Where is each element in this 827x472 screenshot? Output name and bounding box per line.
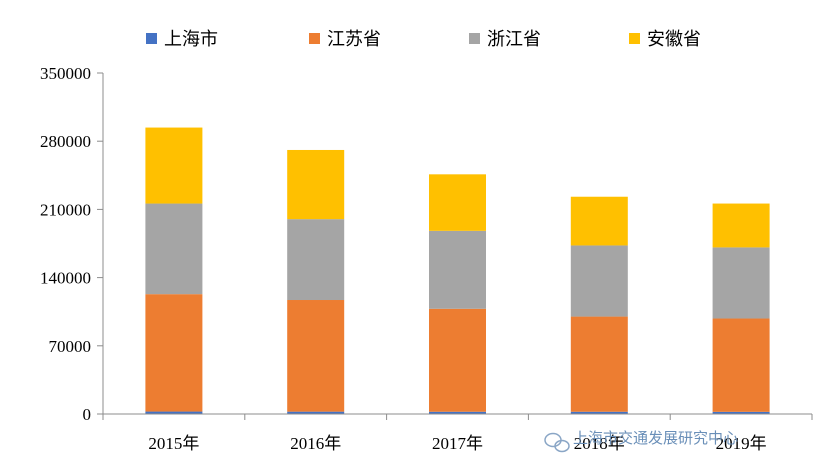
legend-swatch <box>309 33 320 44</box>
legend-swatch <box>629 33 640 44</box>
y-tick-label: 0 <box>83 405 92 424</box>
y-tick-label: 140000 <box>40 269 91 288</box>
bar-segment-4 <box>287 149 345 220</box>
x-tick-label: 2015年 <box>148 434 199 453</box>
bar-segment-3 <box>287 219 345 301</box>
legend-label: 安徽省 <box>647 29 701 50</box>
bar-segment-1 <box>712 411 770 414</box>
bar-segment-4 <box>570 196 628 246</box>
bar-segment-1 <box>145 411 203 414</box>
legend: 上海市 江苏省 浙江省 安徽省 <box>146 29 701 50</box>
bar-segment-3 <box>570 245 628 317</box>
x-tick-label: 2019年 <box>716 434 767 453</box>
legend-item: 上海市 <box>146 29 218 50</box>
y-tick-label: 280000 <box>40 132 91 151</box>
bar-segment-2 <box>570 316 628 412</box>
bar-segment-2 <box>712 318 770 412</box>
bar-segment-2 <box>429 308 486 412</box>
legend-item: 安徽省 <box>629 29 701 50</box>
watermark: 上海市交通发展研究中心 <box>544 429 738 453</box>
bars <box>145 127 770 414</box>
x-tick-label: 2016年 <box>290 434 341 453</box>
bar-segment-4 <box>429 174 486 231</box>
bar-segment-1 <box>570 411 628 414</box>
legend-item: 浙江省 <box>469 29 541 50</box>
bar-segment-4 <box>145 127 203 204</box>
bar-segment-3 <box>429 230 486 309</box>
wechat-icon <box>544 432 570 453</box>
y-tick-label: 210000 <box>40 200 91 219</box>
y-axis: 0 70000 140000 210000 280000 350000 <box>40 64 104 424</box>
y-tick-label: 350000 <box>40 64 91 83</box>
watermark-text: 上海市交通发展研究中心 <box>573 429 738 447</box>
bar-segment-2 <box>145 294 203 412</box>
bar-segment-3 <box>712 247 770 319</box>
bar-segment-4 <box>712 203 770 248</box>
bar-segment-1 <box>429 411 486 414</box>
legend-label: 上海市 <box>164 29 218 50</box>
y-tick-label: 70000 <box>49 337 92 356</box>
legend-item: 江苏省 <box>309 29 381 50</box>
x-axis: 2015年 2016年 2017年 2018年 2019年 <box>102 413 813 453</box>
legend-swatch <box>469 33 480 44</box>
bar-segment-2 <box>287 300 345 412</box>
x-tick-label: 2017年 <box>432 434 483 453</box>
bar-segment-1 <box>287 411 345 414</box>
x-tick-label: 2018年 <box>574 434 625 453</box>
legend-label: 浙江省 <box>487 29 541 50</box>
legend-swatch <box>146 33 157 44</box>
bar-segment-3 <box>145 203 203 295</box>
legend-label: 江苏省 <box>327 29 381 50</box>
